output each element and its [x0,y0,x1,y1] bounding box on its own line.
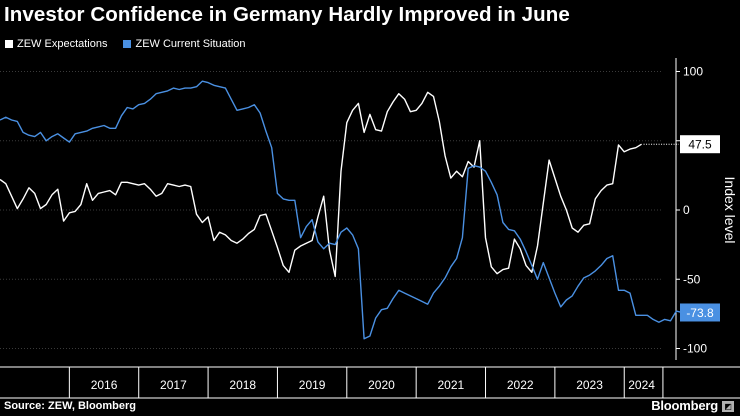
legend-swatch-expectations [5,40,13,48]
legend: ZEW Expectations ZEW Current Situation [5,38,246,50]
bloomberg-logo: Bloomberg [651,398,718,413]
end-label-zew-current-situation: -73.8 [686,306,714,320]
series-line-zew-current-situation [0,80,683,340]
bloomberg-logo-icon: ◩ [722,401,734,412]
x-tick-label-2018: 2018 [229,378,256,392]
legend-swatch-current-situation [123,40,132,48]
y-axis-title: Index level [722,177,738,244]
legend-label-expectations: ZEW Expectations [17,38,108,50]
x-tick-label-2019: 2019 [299,378,326,392]
source-note: Source: ZEW, Bloomberg [4,400,137,412]
end-label-box-zew-expectations [680,135,720,154]
y-tick-label--50: -50 [683,272,701,286]
y-tick-label--100: -100 [683,342,707,356]
x-tick-label-2023: 2023 [576,378,603,392]
y-tick-label-100: 100 [683,65,703,79]
x-tick-label-2016: 2016 [91,378,118,392]
x-tick-label-2024: 2024 [628,378,655,392]
x-tick-label-2017: 2017 [160,378,187,392]
chart-title: Investor Confidence in Germany Hardly Im… [4,3,570,26]
legend-item-expectations: ZEW Expectations [5,38,107,50]
legend-item-current-situation: ZEW Current Situation [123,38,246,50]
series-line-zew-expectations [0,91,642,278]
end-label-box-zew-current-situation [680,303,720,322]
x-tick-label-2021: 2021 [437,378,464,392]
y-tick-label-0: 0 [683,203,690,217]
end-label-zew-expectations: 47.5 [688,138,712,152]
legend-label-current-situation: ZEW Current Situation [135,38,246,50]
x-tick-label-2020: 2020 [368,378,395,392]
x-tick-label-2022: 2022 [507,378,534,392]
